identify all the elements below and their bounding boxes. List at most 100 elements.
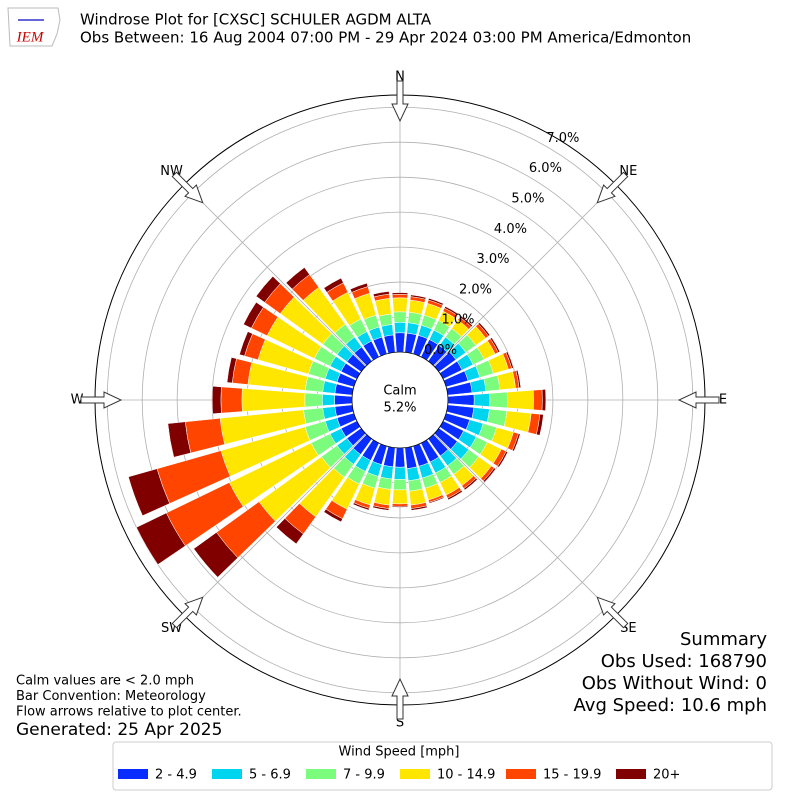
summary-line: Summary — [680, 629, 767, 650]
bar-segment — [349, 282, 369, 293]
flow-arrow — [80, 391, 123, 409]
flow-arrow — [171, 596, 204, 629]
r-tick-label: 2.0% — [459, 282, 492, 297]
flow-arrow — [171, 171, 204, 204]
bar-segment — [497, 450, 509, 468]
bar-segment — [482, 467, 496, 483]
bar-segment — [447, 489, 463, 501]
bar-segment — [428, 496, 445, 504]
calm-circle — [351, 351, 449, 449]
bar-segment — [473, 393, 491, 407]
bar-segment — [536, 413, 544, 436]
legend-label: 10 - 14.9 — [437, 768, 495, 783]
summary-line: Obs Used: 168790 — [601, 651, 767, 672]
flow-arrow — [677, 391, 720, 409]
grid-spoke — [184, 184, 367, 367]
legend-title: Wind Speed [mph] — [339, 745, 460, 760]
direction-label: S — [396, 716, 404, 731]
bar-segment — [391, 505, 409, 508]
bar-segment — [220, 386, 243, 414]
grid-spoke — [433, 184, 616, 367]
r-tick-label: 7.0% — [546, 131, 579, 146]
bar-segment — [515, 369, 522, 389]
bar-segment — [394, 322, 406, 334]
legend-label: 15 - 19.9 — [543, 768, 601, 783]
r-tick-label: 5.0% — [511, 192, 544, 207]
legend-box — [112, 741, 773, 791]
r-tick-label: 6.0% — [529, 161, 562, 176]
bar-segment — [444, 306, 459, 316]
legend-label: 20+ — [653, 768, 680, 783]
legend-swatch — [506, 769, 536, 779]
bar-segment — [506, 389, 534, 411]
bar-segment — [393, 478, 407, 491]
bar-segment — [304, 392, 323, 408]
bar-segment — [394, 447, 406, 468]
legend-label: 2 - 4.9 — [155, 768, 197, 783]
bar-segment — [463, 477, 478, 491]
bar-segment — [459, 315, 473, 328]
bar-segment — [391, 503, 409, 507]
bar-segment — [372, 291, 390, 298]
note-line: Bar Convention: Meteorology — [16, 689, 206, 704]
grid-spoke — [184, 433, 367, 616]
legend-swatch — [400, 769, 430, 779]
generated-date: Generated: 25 Apr 2025 — [16, 720, 222, 740]
summary-line: Avg Speed: 10.6 mph — [574, 695, 767, 716]
chart-subtitle: Obs Between: 16 Aug 2004 07:00 PM - 29 A… — [80, 29, 691, 47]
bar-segment — [541, 389, 547, 411]
bar-segment — [489, 391, 508, 409]
bar-segment — [243, 301, 264, 329]
note-line: Flow arrows relative to plot center. — [16, 705, 242, 720]
bar-segment — [334, 394, 353, 406]
bar-segment — [136, 512, 186, 565]
flow-arrow — [596, 596, 629, 629]
bar-segment — [410, 505, 428, 511]
legend-swatch — [616, 769, 646, 779]
bar-segment — [322, 394, 335, 406]
bar-segment — [447, 394, 475, 406]
calm-label: Calm — [383, 384, 416, 399]
bar-segment — [427, 297, 444, 306]
r-tick-label: 4.0% — [494, 222, 527, 237]
calm-value: 5.2% — [383, 401, 416, 416]
bar-segment — [394, 332, 406, 353]
flow-arrow — [391, 677, 409, 720]
bar-segment — [410, 294, 427, 300]
legend-swatch — [212, 769, 242, 779]
legend-label: 5 - 6.9 — [249, 768, 291, 783]
bar-segment — [391, 292, 409, 295]
bar-segment — [533, 389, 543, 411]
bar-segment — [505, 351, 514, 369]
bar-segment — [477, 322, 491, 337]
bar-segment — [255, 275, 281, 303]
bar-segment — [393, 311, 407, 323]
polar-plot: Calm 5.2% 0.0% 1.0% 2.0% 3.0% 4.0% 5.0% 6.0% 7.0%… — [71, 70, 728, 731]
bar-segment — [323, 508, 343, 523]
legend-swatch — [118, 769, 148, 779]
direction-label: W — [71, 393, 84, 408]
bar-segment — [193, 532, 239, 578]
r-tick-label: 3.0% — [476, 252, 509, 267]
flow-arrow — [391, 80, 409, 123]
grid-spoke — [433, 433, 616, 616]
bar-segment — [323, 277, 344, 293]
bar-segment — [275, 518, 304, 545]
logo: IEM — [7, 7, 61, 47]
bar-segment — [392, 297, 408, 313]
logo-text: IEM — [16, 29, 45, 45]
bar-segment — [489, 337, 501, 353]
r-tick-label: 0.0% — [424, 343, 457, 358]
bar-segment — [211, 385, 222, 415]
logo-outline — [7, 7, 61, 47]
bar-segment — [391, 294, 409, 299]
bar-segment — [512, 433, 521, 452]
direction-label: N — [395, 70, 405, 85]
bar-segment — [239, 331, 253, 357]
direction-label: E — [719, 393, 727, 408]
flow-arrow — [596, 171, 629, 204]
bar-segment — [372, 505, 390, 511]
legend-swatch — [306, 769, 336, 779]
legend: Wind Speed [mph] 2 - 4.9 5 - 6.9 7 - 9.9 10… — [112, 741, 773, 791]
